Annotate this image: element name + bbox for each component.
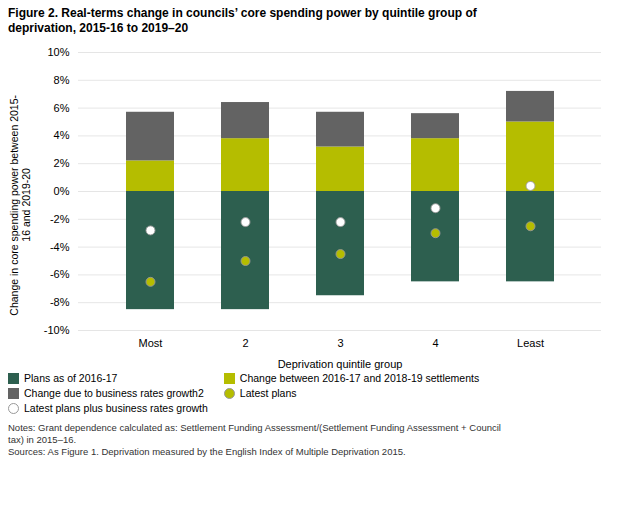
svg-text:Most: Most	[139, 337, 163, 349]
svg-text:0%: 0%	[54, 185, 70, 197]
html-text:Latest plans plus business rat: Latest plans plus business rates growth	[24, 402, 208, 414]
svg-text:-4%: -4%	[50, 241, 70, 253]
html-text:Latest plans: Latest plans	[239, 387, 297, 399]
svg-text:4: 4	[432, 337, 438, 349]
html-text:Change due to business rates g: Change due to business rates growth2	[24, 387, 204, 399]
svg-text:-6%: -6%	[50, 268, 70, 280]
svg-text:2%: 2%	[54, 157, 70, 169]
svg-text:4%: 4%	[54, 129, 70, 141]
svg-text:-10%: -10%	[44, 324, 70, 336]
svg-text:Least: Least	[517, 337, 544, 349]
svg-text:-2%: -2%	[50, 213, 70, 225]
svg-text:2: 2	[242, 337, 248, 349]
svg-text:3: 3	[337, 337, 343, 349]
svg-text:8%: 8%	[54, 74, 70, 86]
svg-text:-8%: -8%	[50, 296, 70, 308]
svg-text:6%: 6%	[54, 102, 70, 114]
html-text:Change between 2016-17 and 201: Change between 2016-17 and 2018-19 settl…	[239, 372, 480, 384]
svg-text:10%: 10%	[47, 46, 69, 58]
html-text:Change in core spending power: Change in core spending power between 20…	[8, 94, 32, 316]
svg-text:Deprivation quintile group: Deprivation quintile group	[278, 358, 403, 370]
html-text:Notes: Grant dependence calcul: Notes: Grant dependence calculated as: S…	[8, 422, 501, 457]
html-text:Plans as of 2016-17: Plans as of 2016-17	[24, 372, 118, 384]
html-text:Figure 2. Real-terms change in: Figure 2. Real-terms change in councils’…	[8, 6, 477, 35]
